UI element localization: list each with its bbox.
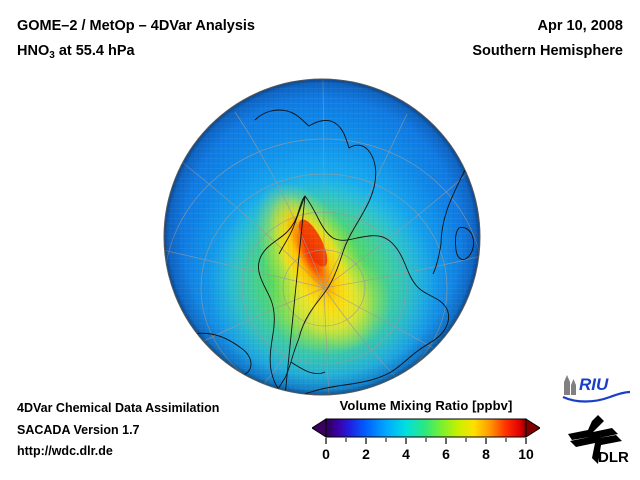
polar-map-svg xyxy=(163,78,481,396)
cbar-tick-8: 8 xyxy=(482,446,490,462)
colorbar-ticks xyxy=(325,438,527,444)
map-data-field xyxy=(164,79,480,395)
assimilation-label: 4DVar Chemical Data Assimilation xyxy=(17,401,220,415)
header-right: Apr 10, 2008 Southern Hemisphere xyxy=(472,14,623,64)
colorbar-title: Volume Mixing Ratio [ppbv] xyxy=(339,398,513,413)
cbar-tick-2: 2 xyxy=(362,446,370,462)
colorbar-gradient xyxy=(312,418,540,438)
version-label: SACADA Version 1.7 xyxy=(17,422,140,437)
cbar-tick-10: 10 xyxy=(518,446,534,462)
dlr-logo: DLR xyxy=(568,414,632,471)
page-title: GOME–2 / MetOp – 4DVar Analysis xyxy=(17,18,255,34)
cbar-tick-6: 6 xyxy=(442,446,450,462)
region-label: Southern Hemisphere xyxy=(472,43,623,59)
cbar-tick-0: 0 xyxy=(322,446,330,462)
dlr-wordmark: DLR xyxy=(598,449,629,466)
polar-map xyxy=(163,78,481,396)
pressure-level: at 55.4 hPa xyxy=(54,43,135,59)
riu-logo-svg: RIU xyxy=(562,375,631,403)
dlr-mark-icon xyxy=(568,415,622,464)
date-label: Apr 10, 2008 xyxy=(537,18,623,34)
colorbar-tick-labels: 0 2 4 6 8 10 xyxy=(312,446,540,466)
riu-wordmark: RIU xyxy=(579,375,609,394)
header-left: GOME–2 / MetOp – 4DVar Analysis HNO3 at … xyxy=(17,14,255,65)
footer-left: 4DVar Chemical Data Assimilation SACADA … xyxy=(17,398,219,463)
globe-limb xyxy=(163,78,481,396)
colorbar: Volume Mixing Ratio [ppbv] xyxy=(312,398,540,466)
website-url[interactable]: http://wdc.dlr.de xyxy=(17,444,113,458)
species-subscript: 3 xyxy=(49,50,55,61)
dlr-logo-svg: DLR xyxy=(568,415,629,466)
riu-wave-icon xyxy=(562,390,631,403)
species-pressure-label: HNO3 at 55.4 hPa xyxy=(17,39,255,65)
species-name: HNO xyxy=(17,43,50,59)
riu-logo: RIU xyxy=(560,373,632,408)
riu-towers-icon xyxy=(564,375,576,395)
cbar-tick-4: 4 xyxy=(402,446,410,462)
